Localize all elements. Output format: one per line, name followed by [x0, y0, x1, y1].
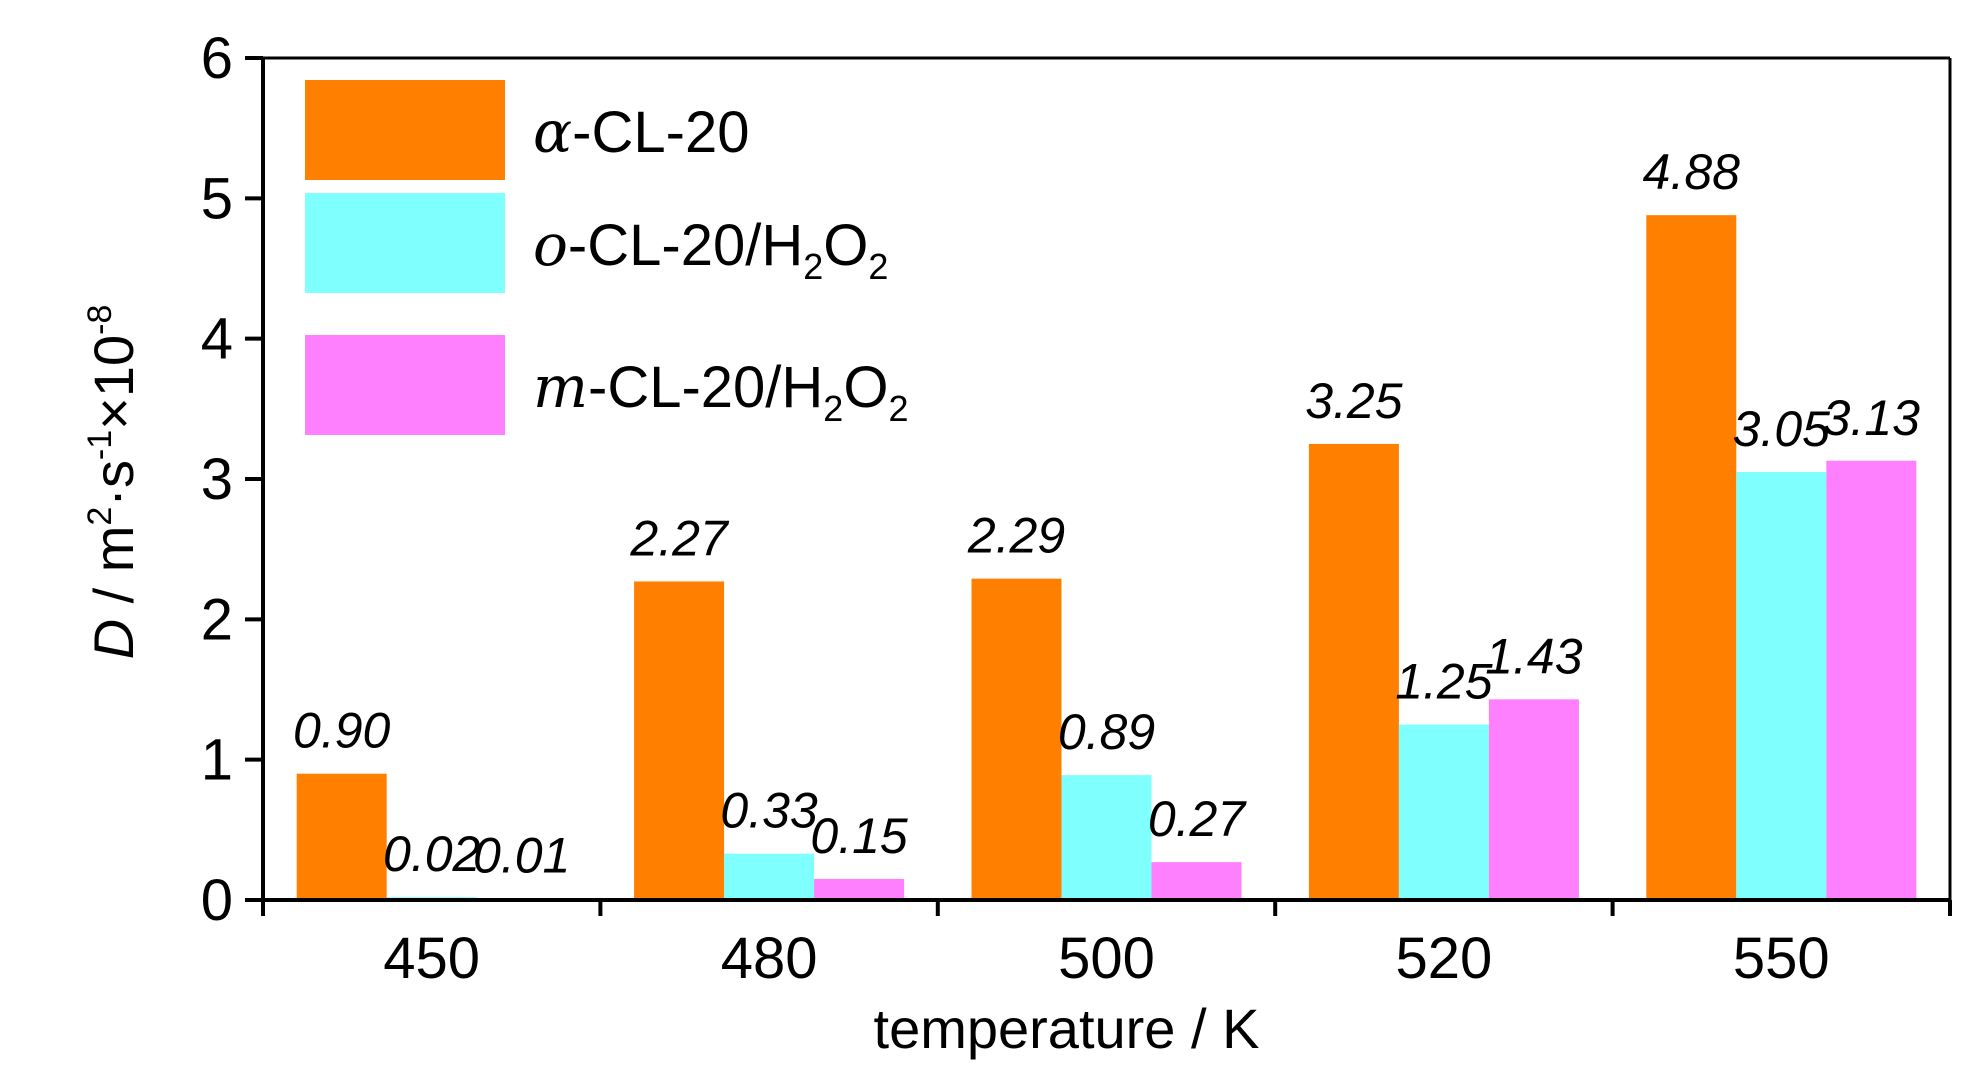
data-label: 0.01	[473, 828, 570, 884]
y-tick-label: 1	[201, 728, 233, 793]
data-label: 2.29	[967, 508, 1065, 564]
bar	[1151, 862, 1242, 900]
x-tick-label: 500	[1058, 926, 1155, 991]
data-label: 2.27	[629, 510, 730, 566]
data-label: 0.27	[1148, 791, 1248, 847]
data-label: 1.25	[1395, 654, 1493, 710]
bar	[1308, 443, 1399, 900]
legend-swatch	[305, 193, 505, 293]
x-axis-title: temperature / K	[874, 997, 1260, 1060]
data-label: 3.13	[1823, 390, 1921, 446]
bar	[1398, 724, 1489, 900]
data-label: 3.25	[1305, 373, 1403, 429]
y-tick-label: 2	[201, 587, 233, 652]
y-tick-label: 4	[201, 307, 233, 372]
data-label: 4.88	[1643, 144, 1741, 200]
legend-label: m-CL-20/H2O2	[533, 353, 908, 429]
bar	[1488, 699, 1579, 900]
bar	[634, 581, 725, 900]
data-label: 1.43	[1485, 628, 1583, 684]
legend-label: o-CL-20/H2O2	[533, 211, 888, 287]
y-tick-label: 6	[201, 26, 233, 91]
bar	[724, 853, 815, 900]
x-tick-label: 450	[383, 926, 480, 991]
legend-swatch	[305, 80, 505, 180]
legend: α-CL-20 o-CL-20/H2O2 m-CL-20/H2O2	[305, 80, 908, 435]
legend-swatch	[305, 335, 505, 435]
y-tick-label: 5	[201, 166, 233, 231]
bar	[971, 578, 1062, 900]
y-tick-label: 0	[201, 868, 233, 933]
y-tick-label: 3	[201, 447, 233, 512]
data-label: 0.33	[720, 783, 818, 839]
data-label: 0.15	[810, 808, 908, 864]
bar	[1736, 471, 1827, 900]
data-label: 0.90	[293, 703, 391, 759]
bar	[814, 878, 905, 900]
x-tick-label: 480	[721, 926, 818, 991]
x-tick-label: 520	[1396, 926, 1493, 991]
bar	[1826, 460, 1917, 900]
bar	[296, 773, 387, 900]
data-label: 3.05	[1733, 401, 1831, 457]
bar	[1061, 775, 1152, 900]
x-tick-label: 550	[1733, 926, 1830, 991]
legend-label: α-CL-20	[533, 98, 749, 166]
data-label: 0.02	[383, 826, 481, 882]
y-axis-title: D / m2·s-1×10-8	[81, 305, 145, 660]
data-label: 0.89	[1058, 704, 1155, 760]
bar	[1646, 215, 1737, 900]
